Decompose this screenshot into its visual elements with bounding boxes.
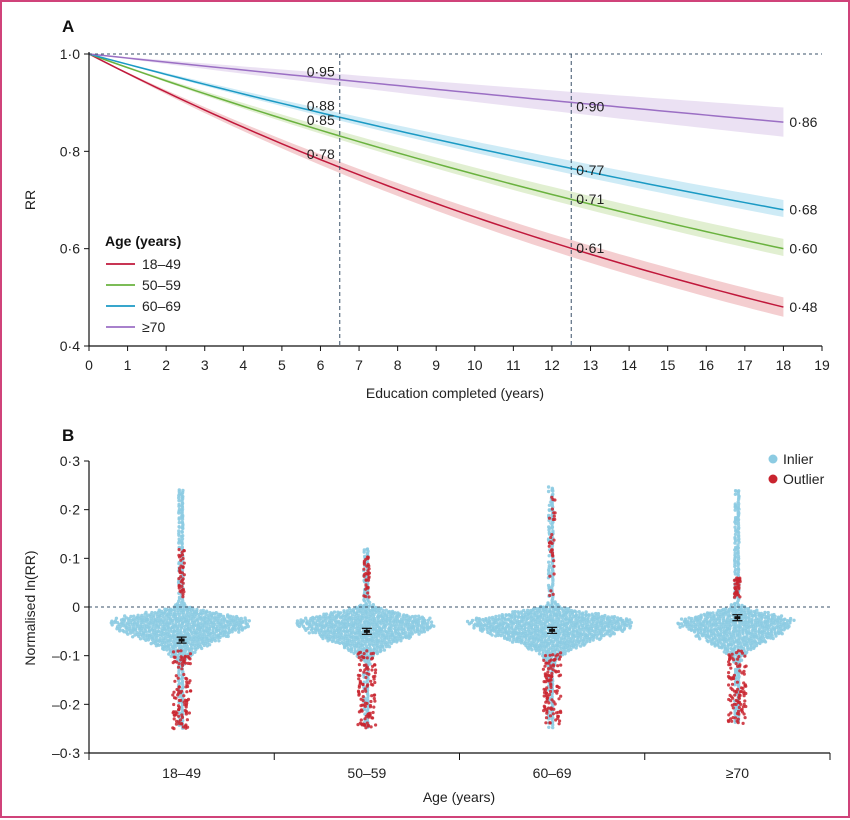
x-tick-label-a-12: 12 bbox=[544, 357, 560, 373]
ci-band-1 bbox=[89, 54, 784, 256]
x-tick-label-a-18: 18 bbox=[776, 357, 792, 373]
x-tick-label-a-14: 14 bbox=[621, 357, 637, 373]
mean-marker-2 bbox=[549, 628, 556, 632]
x-tick-label-a-11: 11 bbox=[506, 357, 521, 373]
y-tick-label-b-4: 0·1 bbox=[60, 550, 80, 566]
x-tick-label-a-10: 10 bbox=[467, 357, 483, 373]
legend-dot-b-1 bbox=[768, 474, 778, 484]
y-tick-label-b-2: –0·1 bbox=[52, 648, 80, 664]
data-label-0-2: 0·48 bbox=[789, 299, 817, 315]
data-label-2-2: 0·68 bbox=[789, 202, 817, 218]
mean-marker-0 bbox=[178, 638, 185, 642]
data-label-1-1: 0·71 bbox=[576, 191, 604, 207]
x-tick-label-a-8: 8 bbox=[394, 357, 402, 373]
data-label-3-1: 0·90 bbox=[576, 99, 604, 115]
x-tick-label-b-0: 18–49 bbox=[162, 765, 201, 781]
y-tick-label-b-5: 0·2 bbox=[60, 502, 80, 518]
y-tick-label-b-0: –0·3 bbox=[52, 745, 80, 761]
legend-label-b-1: Outlier bbox=[783, 471, 825, 487]
beeswarm-group-1 bbox=[295, 547, 436, 730]
mean-marker-1 bbox=[363, 629, 370, 633]
x-tick-label-a-5: 5 bbox=[278, 357, 286, 373]
legend-dot-b-0 bbox=[768, 454, 778, 464]
beeswarm-group-0 bbox=[109, 488, 251, 731]
data-label-1-2: 0·60 bbox=[789, 241, 817, 257]
ci-band-0 bbox=[89, 54, 784, 317]
x-tick-label-a-2: 2 bbox=[162, 357, 170, 373]
legend-label-2: 60–69 bbox=[142, 298, 181, 314]
series-line-0 bbox=[88, 53, 784, 308]
x-tick-label-a-19: 19 bbox=[814, 357, 830, 373]
x-tick-label-b-2: 60–69 bbox=[533, 765, 572, 781]
data-label-0-1: 0·61 bbox=[576, 240, 604, 256]
legend-label-3: ≥70 bbox=[142, 319, 165, 335]
beeswarm-group-3 bbox=[676, 489, 796, 726]
series-line-2 bbox=[88, 53, 784, 211]
x-tick-label-a-1: 1 bbox=[124, 357, 132, 373]
x-tick-label-a-3: 3 bbox=[201, 357, 209, 373]
data-label-2-0: 0·88 bbox=[307, 97, 335, 113]
legend-label-1: 50–59 bbox=[142, 277, 181, 293]
legend-label-0: 18–49 bbox=[142, 256, 181, 272]
ci-band-2 bbox=[89, 54, 784, 218]
data-label-3-2: 0·86 bbox=[789, 114, 817, 130]
mean-marker-3 bbox=[734, 616, 741, 620]
x-tick-label-a-16: 16 bbox=[698, 357, 714, 373]
legend-label-b-0: Inlier bbox=[783, 451, 814, 467]
x-axis-title-a: Education completed (years) bbox=[366, 385, 544, 401]
y-tick-label-a-1: 0·6 bbox=[60, 241, 80, 257]
x-tick-label-b-3: ≥70 bbox=[726, 765, 749, 781]
y-tick-label-a-2: 0·8 bbox=[60, 143, 80, 159]
data-label-0-0: 0·78 bbox=[307, 146, 335, 162]
x-tick-label-a-6: 6 bbox=[317, 357, 325, 373]
x-tick-label-a-17: 17 bbox=[737, 357, 753, 373]
x-tick-label-a-0: 0 bbox=[85, 357, 93, 373]
data-label-3-0: 0·95 bbox=[307, 63, 335, 79]
data-label-2-1: 0·77 bbox=[576, 162, 604, 178]
y-tick-label-b-3: 0 bbox=[72, 599, 80, 615]
y-tick-label-b-1: –0·2 bbox=[52, 696, 80, 712]
panel-b-letter: B bbox=[62, 426, 74, 445]
y-tick-label-a-0: 0·4 bbox=[60, 338, 80, 354]
beeswarm-group-2 bbox=[465, 485, 633, 730]
series-line-3 bbox=[88, 53, 784, 123]
y-axis-title-b: Normalised ln(RR) bbox=[22, 550, 38, 665]
y-axis-title-a: RR bbox=[22, 190, 38, 210]
x-tick-label-a-7: 7 bbox=[355, 357, 363, 373]
x-tick-label-a-4: 4 bbox=[239, 357, 247, 373]
x-tick-label-a-13: 13 bbox=[583, 357, 599, 373]
ci-band-3 bbox=[89, 54, 784, 137]
x-tick-label-b-1: 50–59 bbox=[347, 765, 386, 781]
y-tick-label-b-6: 0·3 bbox=[60, 453, 80, 469]
x-axis-title-b: Age (years) bbox=[423, 789, 495, 805]
data-label-1-0: 0·85 bbox=[307, 112, 335, 128]
x-tick-label-a-9: 9 bbox=[432, 357, 440, 373]
x-tick-label-a-15: 15 bbox=[660, 357, 676, 373]
y-tick-label-a-3: 1·0 bbox=[60, 46, 80, 62]
series-line-1 bbox=[88, 53, 784, 250]
panel-a-letter: A bbox=[62, 17, 74, 36]
legend-title-a: Age (years) bbox=[105, 233, 181, 249]
